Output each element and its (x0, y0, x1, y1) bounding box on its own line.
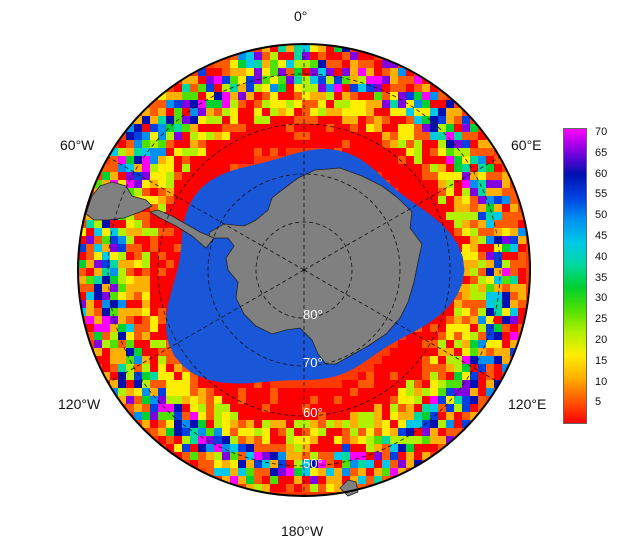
lon-label-60w: 60°W (60, 137, 95, 153)
colorbar-tick-20: 20 (595, 334, 608, 346)
colorbar-tick-55: 55 (595, 188, 608, 201)
map-boundary (77, 43, 531, 497)
colorbar-tick-10: 10 (595, 375, 608, 388)
colorbar-tick-45: 45 (595, 230, 608, 242)
lon-label-120e: 120°E (508, 396, 547, 412)
lon-label-0: 0° (294, 8, 308, 24)
antarctic-peninsula (148, 209, 215, 249)
lon-label-180w: 180°W (281, 523, 324, 539)
colorbar-tick-30: 30 (595, 292, 608, 305)
colorbar (563, 128, 587, 424)
colorbar-tick-35: 35 (595, 271, 608, 284)
colorbar-tick-50: 50 (595, 209, 608, 222)
colorbar-tick-25: 25 (595, 313, 608, 326)
colorbar-tick-15: 15 (595, 354, 608, 367)
lat-label-80: 80° (303, 307, 323, 322)
colorbar-tick-60: 60 (595, 167, 608, 180)
colorbar-tick-70: 70 (595, 126, 608, 138)
lat-label-50: 50° (303, 456, 323, 471)
lat-label-60: 60° (303, 405, 323, 420)
ocean-data-layer (78, 44, 530, 496)
lat-label-70: 70° (303, 355, 323, 370)
colorbar-tick-5: 5 (595, 396, 602, 409)
colorbar-tick-40: 40 (595, 250, 608, 263)
south-america-tip (85, 181, 153, 221)
colorbar-tick-65: 65 (595, 146, 608, 159)
graticule (107, 44, 501, 496)
lon-label-60e: 60°E (511, 137, 542, 153)
lon-label-120w: 120°W (58, 396, 101, 412)
